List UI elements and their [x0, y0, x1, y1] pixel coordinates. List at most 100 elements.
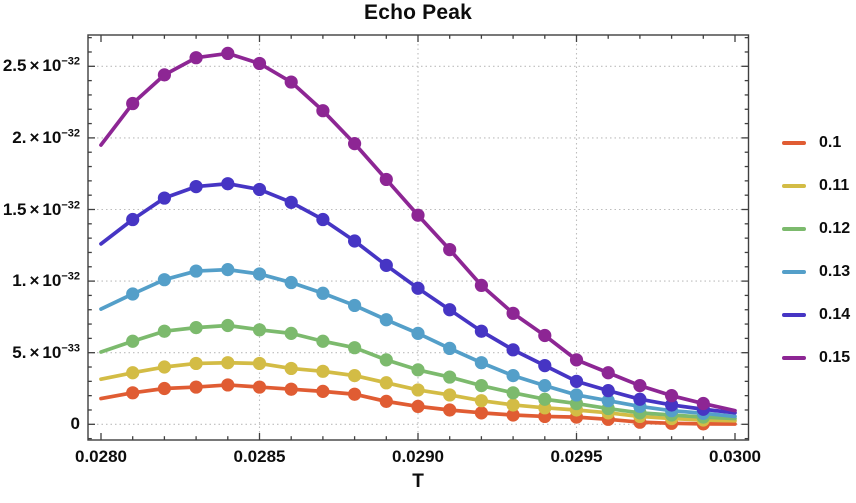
data-point-0.1: [506, 408, 520, 422]
x-tick-label: 0.0295: [550, 447, 603, 466]
legend-label: 0.14: [819, 306, 851, 323]
data-point-0.13: [601, 394, 615, 408]
data-point-0.11: [221, 356, 235, 370]
data-point-0.13: [379, 313, 393, 327]
x-axis-title: T: [412, 471, 424, 492]
data-point-0.13: [252, 267, 267, 281]
legend-label: 0.15: [819, 349, 851, 366]
legend-item-0.13: 0.13: [782, 263, 850, 281]
data-point-0.15: [569, 353, 584, 367]
data-point-0.12: [252, 323, 267, 337]
data-point-0.14: [538, 358, 552, 373]
data-point-0.14: [601, 384, 615, 398]
data-point-0.14: [633, 392, 647, 406]
data-point-0.11: [126, 366, 140, 380]
data-point-0.12: [316, 334, 330, 348]
legend-label: 0.11: [819, 177, 850, 194]
legend-swatch: [782, 270, 806, 274]
data-point-0.15: [474, 278, 488, 292]
data-point-0.12: [284, 326, 298, 340]
data-point-0.15: [411, 208, 425, 222]
data-point-0.15: [157, 68, 171, 82]
data-point-0.14: [189, 179, 203, 194]
data-point-0.15: [696, 396, 710, 411]
legend-item-0.11: 0.11: [782, 177, 850, 195]
y-tick-label: 2.5 × 10−32: [2, 55, 80, 76]
data-point-0.14: [411, 281, 425, 295]
data-point-0.14: [284, 195, 298, 209]
data-point-0.13: [316, 286, 330, 300]
data-point-0.11: [284, 361, 298, 376]
legend-item-0.14: 0.14: [782, 306, 850, 324]
legend-item-0.15: 0.15: [782, 349, 850, 367]
data-point-0.15: [506, 306, 520, 320]
data-point-0.12: [443, 370, 457, 384]
data-point-0.13: [348, 298, 362, 313]
legend: 0.1 0.11 0.12 0.13 0.14 0.15: [782, 134, 850, 367]
data-point-0.12: [379, 353, 393, 367]
legend-label: 0.1: [819, 134, 842, 151]
data-point-0.11: [348, 369, 362, 383]
legend-swatch: [782, 141, 806, 145]
data-point-0.1: [316, 384, 330, 398]
y-tick-label: 2. × 10−32: [12, 127, 80, 147]
y-tick-label: 0: [70, 414, 80, 434]
legend-label: 0.12: [819, 220, 851, 237]
data-point-0.14: [157, 191, 171, 205]
data-point-0.1: [157, 381, 171, 396]
data-point-0.14: [379, 258, 393, 272]
data-point-0.15: [601, 366, 615, 380]
x-tick-label: 0.0280: [75, 447, 127, 466]
data-point-0.15: [348, 137, 362, 151]
data-point-0.11: [443, 388, 457, 402]
data-point-0.11: [252, 356, 267, 371]
data-point-0.11: [411, 383, 425, 397]
data-point-0.13: [569, 388, 584, 402]
data-point-0.13: [443, 341, 457, 356]
data-point-0.1: [284, 382, 298, 396]
x-tick-label: 0.0285: [233, 447, 286, 466]
data-point-0.14: [665, 398, 679, 412]
data-point-0.11: [506, 398, 520, 412]
data-point-0.15: [284, 75, 298, 89]
x-tick-label: 0.0290: [392, 447, 444, 466]
legend-swatch: [782, 184, 806, 188]
data-point-0.14: [252, 182, 267, 197]
legend-label: 0.13: [819, 263, 851, 280]
data-point-0.11: [379, 376, 393, 390]
x-tick-label: 0.0300: [709, 447, 761, 466]
data-point-0.15: [189, 51, 203, 65]
chart-title: Echo Peak: [363, 1, 473, 24]
data-point-0.13: [474, 356, 488, 370]
data-point-0.12: [221, 318, 235, 333]
data-point-0.13: [221, 263, 235, 277]
legend-item-0.1: 0.1: [782, 134, 850, 152]
data-point-0.15: [221, 46, 235, 61]
data-point-0.14: [506, 343, 520, 357]
data-point-0.1: [443, 403, 457, 417]
data-point-0.12: [126, 334, 140, 348]
legend-swatch: [782, 356, 806, 360]
data-point-0.12: [538, 392, 552, 406]
data-point-0.14: [474, 324, 488, 338]
data-point-0.15: [538, 328, 552, 343]
data-point-0.14: [348, 234, 362, 248]
data-point-0.13: [284, 275, 298, 290]
data-point-0.15: [379, 172, 393, 187]
data-point-0.14: [569, 374, 584, 388]
data-point-0.12: [411, 363, 425, 377]
data-point-0.14: [316, 212, 330, 227]
data-point-0.13: [189, 264, 203, 278]
y-tick-label: 1.5 × 10−32: [2, 198, 80, 219]
legend-swatch: [782, 313, 806, 317]
data-point-0.1: [379, 394, 393, 408]
data-point-0.1: [126, 386, 140, 400]
data-point-0.1: [189, 380, 203, 394]
legend-item-0.12: 0.12: [782, 220, 850, 238]
data-point-0.14: [221, 177, 235, 191]
data-point-0.15: [252, 56, 267, 71]
data-point-0.13: [157, 273, 171, 287]
data-point-0.1: [474, 406, 488, 420]
data-point-0.11: [157, 360, 171, 374]
